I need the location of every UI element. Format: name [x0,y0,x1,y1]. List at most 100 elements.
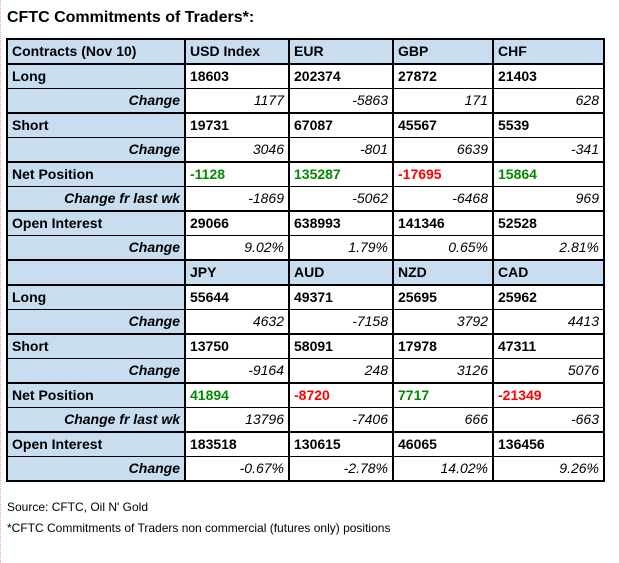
row-label-cell: Open Interest [7,431,185,457]
value-cell: 15864 [492,161,604,187]
section-header-label [7,259,185,286]
value-cell: 202374 [288,63,393,89]
value-cell: 58091 [288,333,393,359]
table-row: Short 19731 67087 45567 5539 [7,112,604,138]
row-label-cell: Change [7,358,185,383]
column-header: CAD [492,259,604,286]
value-cell: 52528 [492,210,604,236]
value-cell: 25695 [392,284,493,310]
section-header-row: Contracts (Nov 10) USD Index EUR GBP CHF [7,38,604,65]
row-label-cell: Short [7,112,185,138]
value-cell: 638993 [288,210,393,236]
value-cell: -1869 [184,186,289,211]
table-row: Change -0.67% -2.78% 14.02% 9.26% [7,456,604,481]
column-header: AUD [288,259,393,286]
source-note: Source: CFTC, Oil N' Gold [7,500,148,514]
value-cell: 135287 [288,161,393,187]
value-cell: 67087 [288,112,393,138]
value-cell: -5062 [288,186,393,211]
table-row: Net Position 41894 -8720 7717 -21349 [7,382,604,408]
value-cell: 666 [392,407,493,432]
value-cell: 46065 [392,431,493,457]
value-cell: -5863 [288,88,393,113]
row-label-cell: Change [7,309,185,334]
row-label-cell: Open Interest [7,210,185,236]
table-row: Net Position -1128 135287 -17695 15864 [7,161,604,187]
column-header: GBP [392,38,493,65]
value-cell: 14.02% [392,456,493,481]
value-cell: 2.81% [492,235,604,260]
value-cell: 141346 [392,210,493,236]
value-cell: -6468 [392,186,493,211]
value-cell: 1.79% [288,235,393,260]
value-cell: 248 [288,358,393,383]
page-title: CFTC Commitments of Traders*: [7,9,255,26]
value-cell: 3126 [392,358,493,383]
value-cell: 3792 [392,309,493,334]
value-cell: 45567 [392,112,493,138]
row-label-cell: Change fr last wk [7,186,185,211]
footnote: *CFTC Commitments of Traders non commerc… [7,521,391,535]
row-label-cell: Long [7,284,185,310]
value-cell: 969 [492,186,604,211]
row-label-cell: Net Position [7,161,185,187]
value-cell: 29066 [184,210,289,236]
value-cell: 49371 [288,284,393,310]
table-row: Change 1177 -5863 171 628 [7,88,604,113]
value-cell: 5076 [492,358,604,383]
value-cell: -801 [288,137,393,162]
value-cell: 7717 [392,382,493,408]
value-cell: 3046 [184,137,289,162]
value-cell: -17695 [392,161,493,187]
value-cell: 41894 [184,382,289,408]
cot-table: Contracts (Nov 10) USD Index EUR GBP CHF Long… [6,38,605,482]
value-cell: 4632 [184,309,289,334]
value-cell: 55644 [184,284,289,310]
value-cell: 9.02% [184,235,289,260]
section-header-row: JPY AUD NZD CAD [7,259,604,286]
table-row: Change -9164 248 3126 5076 [7,358,604,383]
table-row: Long 55644 49371 25695 25962 [7,284,604,310]
table-row: Change 9.02% 1.79% 0.65% 2.81% [7,235,604,260]
footer: Source: CFTC, Oil N' Gold *CFTC Commitme… [7,500,611,535]
value-cell: 4413 [492,309,604,334]
section-header-label: Contracts (Nov 10) [7,38,185,65]
value-cell: 18603 [184,63,289,89]
row-label-cell: Net Position [7,382,185,408]
value-cell: -7406 [288,407,393,432]
table-row: Long 18603 202374 27872 21403 [7,63,604,89]
row-label-cell: Change [7,456,185,481]
value-cell: -7158 [288,309,393,334]
table-row: Change 3046 -801 6639 -341 [7,137,604,162]
value-cell: 13750 [184,333,289,359]
value-cell: -9164 [184,358,289,383]
row-label-cell: Change [7,88,185,113]
value-cell: 136456 [492,431,604,457]
value-cell: 13796 [184,407,289,432]
column-header: NZD [392,259,493,286]
column-header: USD Index [184,38,289,65]
table-row: Change 4632 -7158 3792 4413 [7,309,604,334]
value-cell: -8720 [288,382,393,408]
value-cell: 130615 [288,431,393,457]
value-cell: -663 [492,407,604,432]
value-cell: 1177 [184,88,289,113]
column-header: EUR [288,38,393,65]
value-cell: 0.65% [392,235,493,260]
value-cell: 171 [392,88,493,113]
value-cell: 27872 [392,63,493,89]
value-cell: 6639 [392,137,493,162]
value-cell: -1128 [184,161,289,187]
table-row: Change fr last wk 13796 -7406 666 -663 [7,407,604,432]
value-cell: 47311 [492,333,604,359]
table-row: Short 13750 58091 17978 47311 [7,333,604,359]
table-row: Open Interest 183518 130615 46065 136456 [7,431,604,457]
row-label-cell: Change [7,235,185,260]
row-label-cell: Long [7,63,185,89]
value-cell: 21403 [492,63,604,89]
value-cell: 183518 [184,431,289,457]
value-cell: 628 [492,88,604,113]
row-label-cell: Change [7,137,185,162]
column-header: CHF [492,38,604,65]
value-cell: -0.67% [184,456,289,481]
